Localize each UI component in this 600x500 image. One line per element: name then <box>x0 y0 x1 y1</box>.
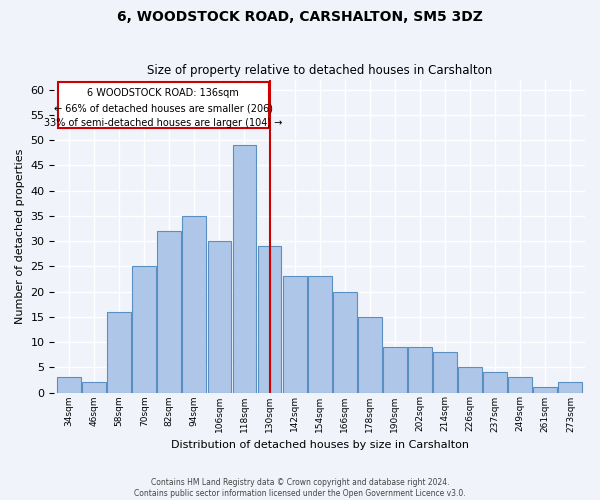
Title: Size of property relative to detached houses in Carshalton: Size of property relative to detached ho… <box>147 64 493 77</box>
Bar <box>283 276 307 392</box>
Bar <box>458 368 482 392</box>
Bar <box>82 382 106 392</box>
Text: 6 WOODSTOCK ROAD: 136sqm: 6 WOODSTOCK ROAD: 136sqm <box>87 88 239 98</box>
Bar <box>358 317 382 392</box>
Text: 6, WOODSTOCK ROAD, CARSHALTON, SM5 3DZ: 6, WOODSTOCK ROAD, CARSHALTON, SM5 3DZ <box>117 10 483 24</box>
X-axis label: Distribution of detached houses by size in Carshalton: Distribution of detached houses by size … <box>171 440 469 450</box>
Bar <box>208 241 232 392</box>
Text: 33% of semi-detached houses are larger (104) →: 33% of semi-detached houses are larger (… <box>44 118 282 128</box>
Bar <box>508 378 532 392</box>
Bar <box>483 372 507 392</box>
Text: Contains HM Land Registry data © Crown copyright and database right 2024.
Contai: Contains HM Land Registry data © Crown c… <box>134 478 466 498</box>
FancyBboxPatch shape <box>58 82 269 128</box>
Bar <box>333 292 356 392</box>
Bar <box>433 352 457 393</box>
Bar <box>57 378 81 392</box>
Bar <box>257 246 281 392</box>
Y-axis label: Number of detached properties: Number of detached properties <box>15 148 25 324</box>
Bar <box>233 145 256 392</box>
Bar <box>182 216 206 392</box>
Bar <box>157 231 181 392</box>
Bar <box>308 276 332 392</box>
Bar <box>107 312 131 392</box>
Text: ← 66% of detached houses are smaller (206): ← 66% of detached houses are smaller (20… <box>53 104 272 114</box>
Bar <box>408 347 432 393</box>
Bar <box>533 388 557 392</box>
Bar <box>133 266 156 392</box>
Bar <box>383 347 407 393</box>
Bar <box>559 382 582 392</box>
